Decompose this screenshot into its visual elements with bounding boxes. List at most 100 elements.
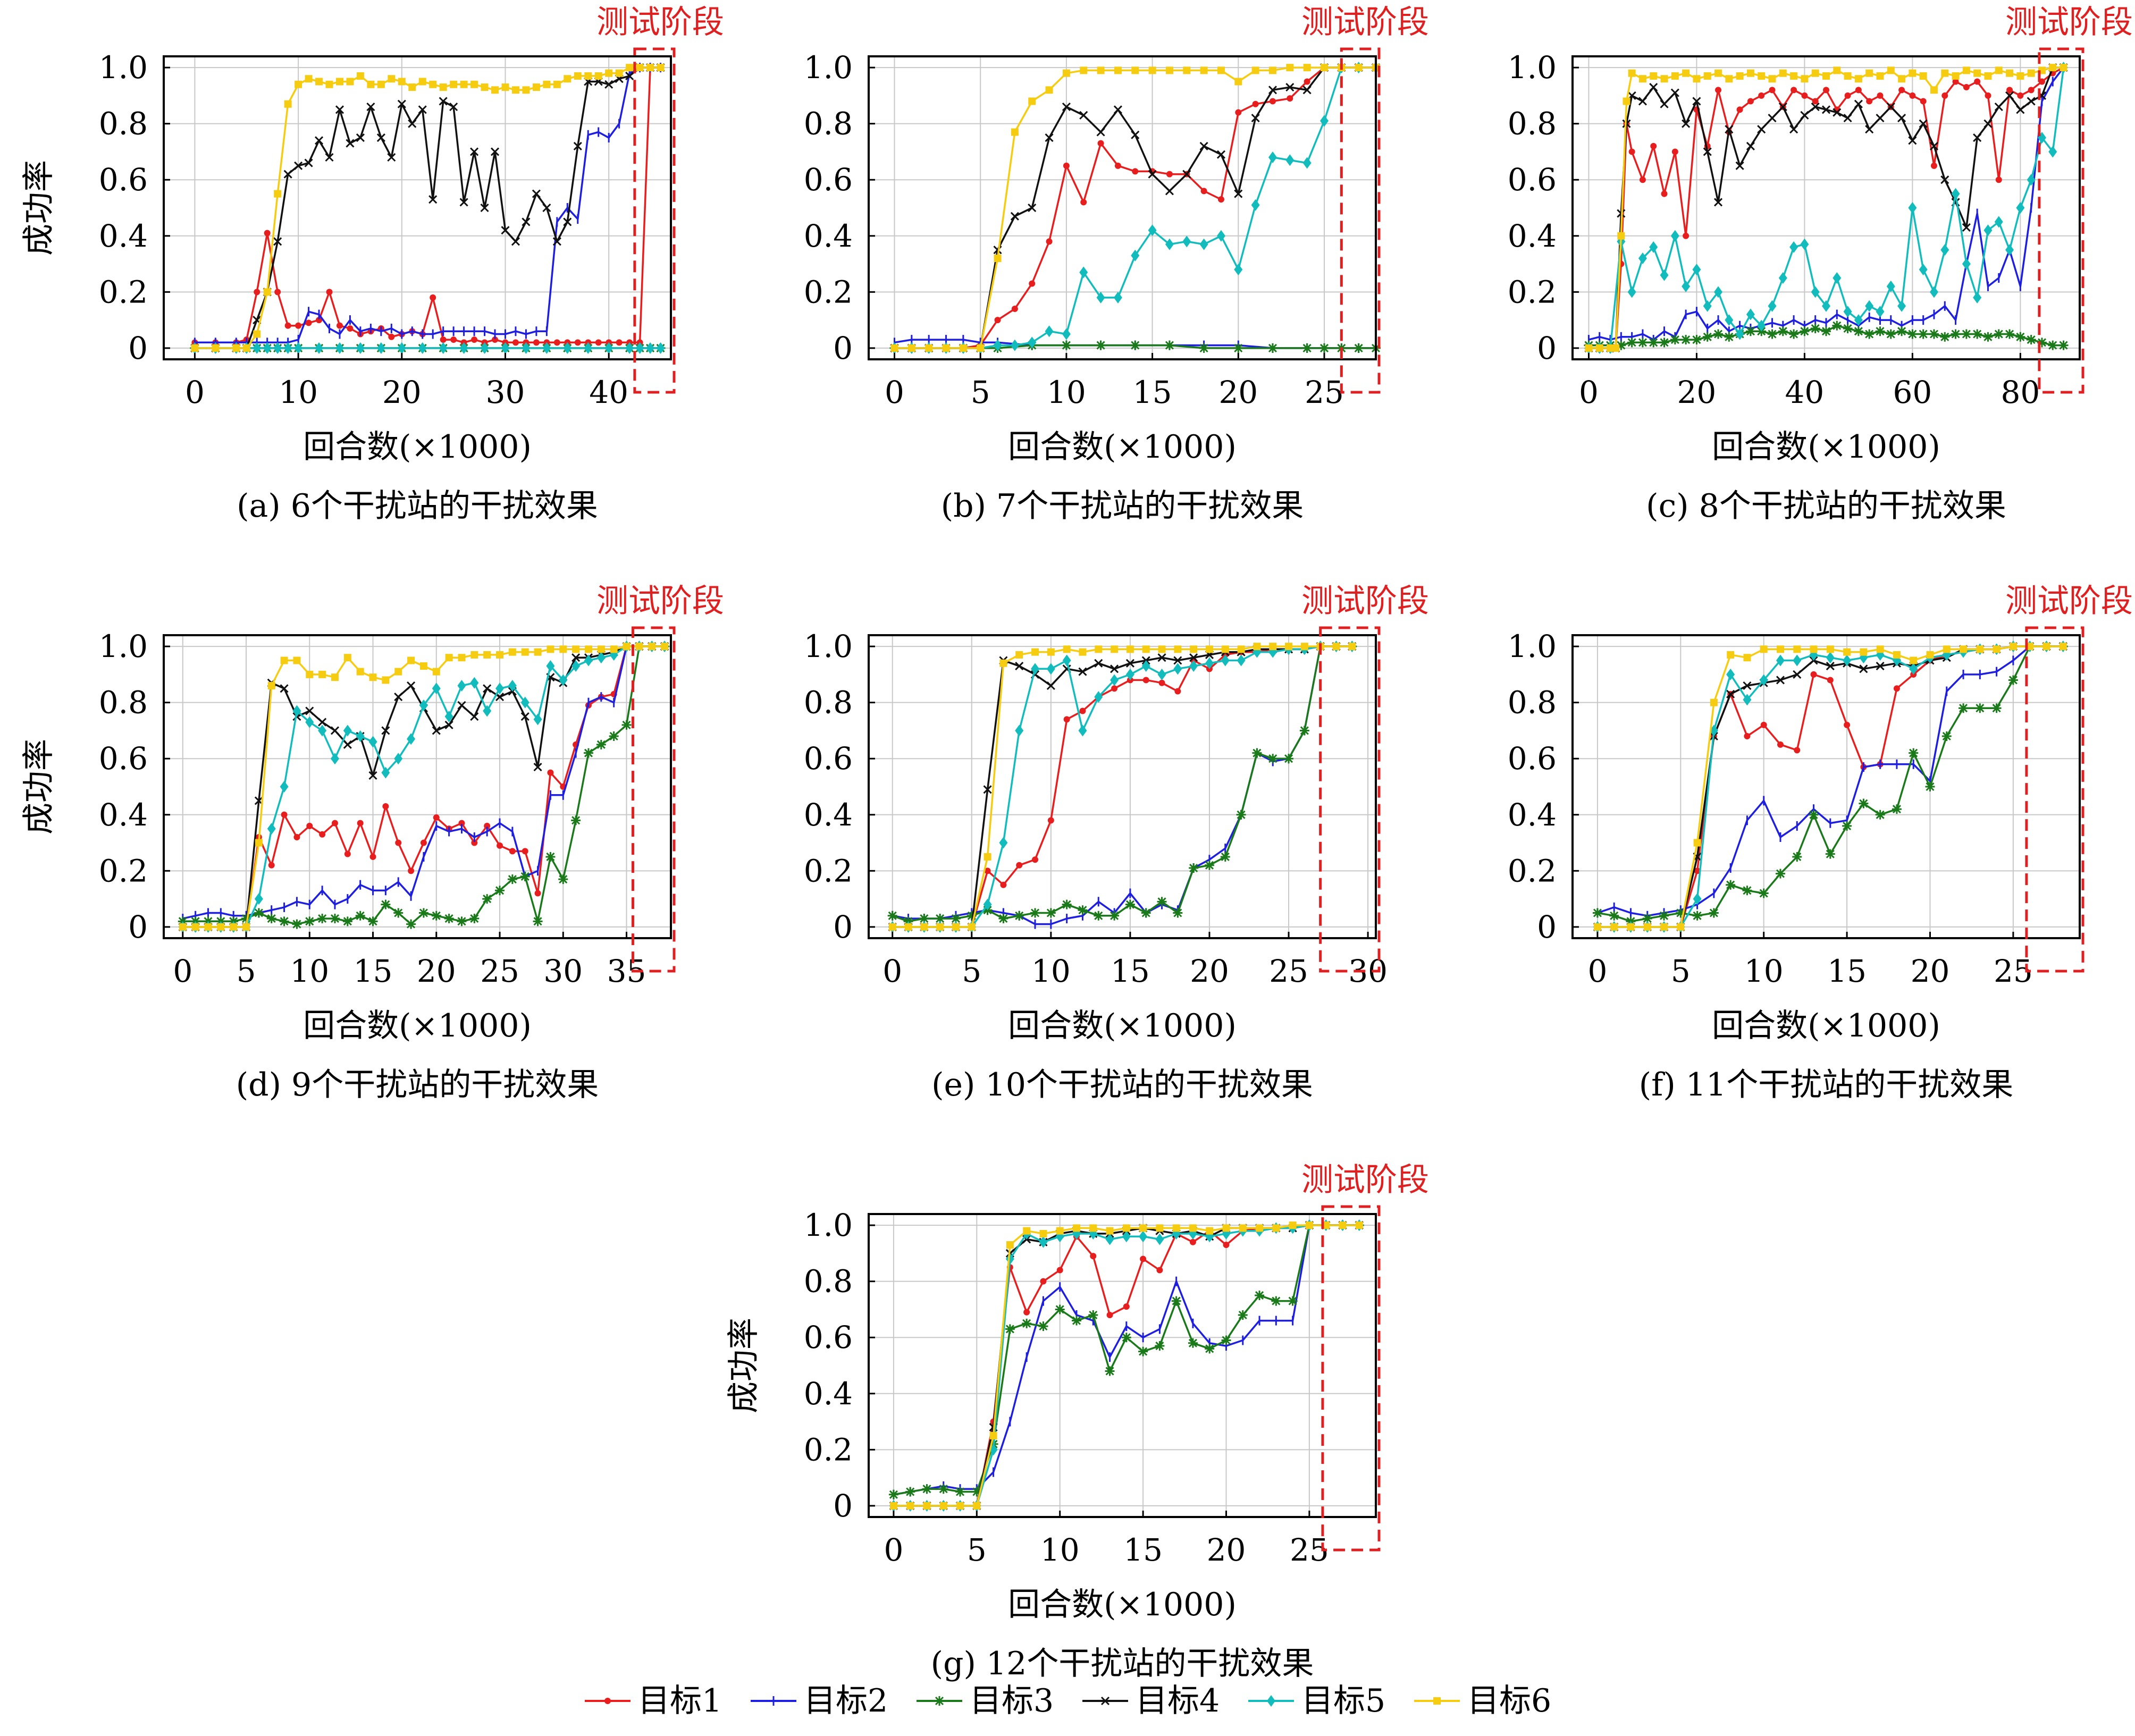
data-point — [552, 237, 561, 246]
data-point — [646, 342, 655, 354]
data-point — [1272, 1224, 1280, 1232]
panel-caption: (d) 9个干扰站的干扰效果 — [236, 1066, 599, 1103]
data-point — [1319, 115, 1329, 127]
data-point — [1627, 923, 1635, 931]
x-axis-label: 回合数(×1000) — [303, 428, 532, 466]
data-point — [1111, 685, 1118, 692]
data-point — [604, 342, 613, 354]
data-point — [1789, 125, 1798, 134]
data-point — [439, 83, 447, 91]
data-point — [1779, 69, 1787, 77]
test-stage-box — [1340, 47, 1381, 394]
data-point — [294, 161, 303, 170]
data-point — [1299, 726, 1309, 736]
data-point — [584, 342, 593, 354]
data-point — [1148, 170, 1157, 179]
data-point — [1142, 645, 1150, 653]
series-6 — [191, 64, 665, 352]
data-point — [1268, 66, 1276, 74]
data-point — [1072, 1224, 1080, 1232]
data-point — [274, 289, 281, 296]
data-point — [1339, 1221, 1347, 1229]
data-point — [1941, 731, 1952, 741]
data-point — [369, 673, 377, 681]
data-point — [553, 80, 561, 88]
data-point — [1014, 911, 1024, 921]
legend-marker — [935, 1696, 944, 1706]
series-2 — [1587, 63, 2065, 345]
data-point — [1832, 321, 1842, 331]
data-point — [532, 83, 540, 91]
data-point — [356, 668, 364, 676]
data-point — [520, 712, 529, 721]
data-point — [1736, 106, 1743, 113]
data-point — [1929, 286, 1938, 298]
data-point — [1865, 125, 1874, 134]
y-tick-label: 0 — [833, 1488, 853, 1524]
data-point — [490, 147, 500, 156]
data-point — [1105, 1366, 1115, 1376]
data-point — [648, 643, 656, 651]
data-point — [1746, 141, 1755, 150]
data-point — [330, 914, 340, 924]
data-point — [584, 645, 592, 653]
data-point — [558, 874, 568, 884]
data-point — [1239, 1224, 1247, 1232]
x-tick-label: 20 — [1207, 1532, 1246, 1568]
data-point — [626, 64, 634, 72]
data-point — [920, 923, 928, 931]
data-point — [306, 822, 313, 829]
data-point — [293, 656, 301, 664]
data-point — [1683, 232, 1689, 239]
data-point — [1216, 150, 1226, 159]
data-point — [1893, 651, 1901, 659]
x-tick-label: 15 — [354, 953, 393, 989]
data-point — [1205, 645, 1213, 653]
data-point — [330, 753, 339, 765]
data-point — [1056, 1227, 1064, 1235]
data-point — [1757, 319, 1766, 332]
data-point — [1930, 162, 1937, 169]
data-point — [1269, 643, 1277, 651]
data-point — [366, 102, 375, 112]
data-point — [574, 72, 582, 80]
y-tick-label: 0.2 — [804, 274, 853, 310]
data-point — [1062, 69, 1070, 77]
plot-frame — [1571, 55, 2081, 360]
legend-item-6: 目标6 — [1414, 1682, 1551, 1720]
data-point — [1130, 340, 1140, 350]
y-tick-label: 0.4 — [1508, 218, 1557, 254]
y-tick-label: 0 — [1537, 909, 1557, 945]
test-stage-box — [1321, 1205, 1381, 1552]
test-stage-box — [633, 47, 676, 394]
data-point — [906, 1502, 914, 1510]
y-tick-label: 0 — [1537, 330, 1557, 366]
data-point — [1158, 679, 1165, 686]
data-point — [450, 336, 457, 343]
data-point — [1190, 645, 1198, 653]
data-point — [1182, 235, 1191, 248]
data-point — [1305, 1221, 1313, 1229]
data-point — [2060, 64, 2067, 72]
data-point — [431, 911, 441, 921]
data-point — [1113, 105, 1122, 114]
data-point — [429, 80, 437, 88]
data-point — [1789, 241, 1798, 253]
test-stage-box — [631, 626, 676, 973]
data-point — [1983, 119, 1993, 128]
data-point — [2028, 87, 2035, 94]
data-point — [594, 72, 602, 80]
data-point — [1897, 114, 1906, 123]
data-point — [1173, 656, 1182, 665]
data-point — [604, 80, 613, 89]
x-tick-label: 10 — [1031, 953, 1071, 989]
data-point — [545, 852, 556, 862]
y-tick-label: 0 — [128, 909, 148, 945]
data-point — [1623, 97, 1630, 105]
x-tick-label: 15 — [1827, 953, 1867, 989]
data-point — [1028, 336, 1037, 349]
data-point — [507, 874, 517, 884]
data-point — [1961, 329, 1971, 339]
data-point — [325, 153, 334, 162]
data-point — [2006, 69, 2014, 77]
